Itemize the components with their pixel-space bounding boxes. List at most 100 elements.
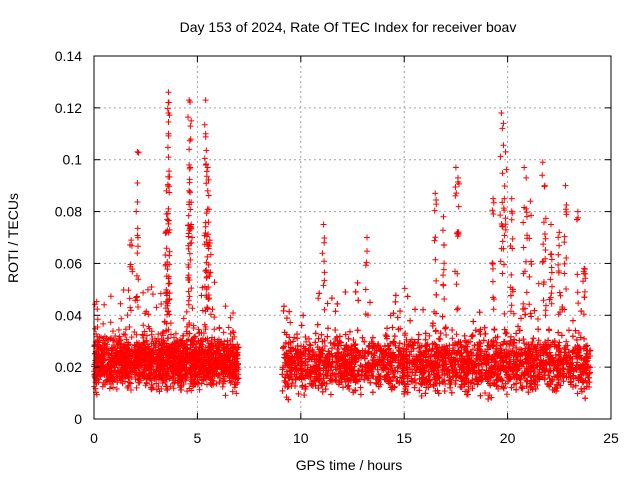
data-point [149, 348, 156, 355]
data-point [441, 367, 448, 374]
data-point [152, 375, 159, 382]
data-point [211, 326, 218, 333]
data-point [233, 390, 240, 397]
data-point [234, 360, 241, 367]
data-point [145, 311, 152, 318]
data-point [200, 338, 207, 345]
data-point [122, 326, 129, 333]
data-point [147, 375, 154, 382]
data-point [100, 362, 107, 369]
data-point [183, 328, 190, 335]
data-point [435, 369, 442, 376]
data-point [480, 337, 487, 344]
data-point [108, 367, 115, 374]
data-point [170, 385, 177, 392]
data-point [411, 384, 418, 391]
data-point [143, 367, 150, 374]
data-point [402, 385, 409, 392]
data-point [465, 386, 472, 393]
data-point [207, 370, 214, 377]
data-point [154, 351, 161, 358]
data-point [235, 371, 242, 378]
data-point [106, 350, 113, 357]
data-point [230, 329, 237, 336]
data-point [287, 319, 294, 326]
data-point [281, 303, 288, 310]
data-point [110, 375, 117, 382]
data-point [184, 369, 191, 376]
data-point [462, 346, 469, 353]
data-point [503, 391, 510, 398]
data-point [449, 326, 456, 333]
data-point [574, 390, 581, 397]
data-point [229, 336, 236, 343]
data-point [163, 372, 170, 379]
data-point [401, 332, 408, 339]
data-point [184, 348, 191, 355]
data-point [93, 377, 100, 384]
data-point [185, 358, 192, 365]
data-point [453, 331, 460, 338]
data-point [141, 374, 148, 381]
data-point [422, 330, 429, 337]
data-point [171, 366, 178, 373]
data-point [517, 379, 524, 386]
data-point [518, 384, 525, 391]
data-point [344, 383, 351, 390]
data-point [306, 356, 313, 363]
data-point [193, 352, 200, 359]
data-point [190, 322, 197, 329]
data-point [208, 355, 215, 362]
data-point [172, 338, 179, 345]
data-point [168, 348, 175, 355]
data-point [145, 343, 152, 350]
data-point [220, 376, 227, 383]
data-point [176, 339, 183, 346]
data-point [192, 381, 199, 388]
data-point [136, 367, 143, 374]
data-point [197, 358, 204, 365]
data-point [560, 378, 567, 385]
data-point [148, 381, 155, 388]
data-point [177, 357, 184, 364]
data-point [124, 312, 131, 319]
data-point [226, 361, 233, 368]
data-point [577, 334, 584, 341]
data-point [180, 315, 187, 322]
data-point [165, 335, 172, 342]
data-point [167, 331, 174, 338]
data-point [153, 304, 160, 311]
data-point [558, 332, 565, 339]
data-point [426, 332, 433, 339]
data-point [170, 377, 177, 384]
data-point [528, 313, 535, 320]
data-point [556, 353, 563, 360]
data-point [117, 300, 124, 307]
data-point [196, 344, 203, 351]
data-point [219, 383, 226, 390]
data-point [324, 325, 331, 332]
data-point [345, 335, 352, 342]
data-point [220, 329, 227, 336]
data-point [482, 390, 489, 397]
data-point [143, 337, 150, 344]
data-point [183, 308, 190, 315]
data-point [122, 373, 129, 380]
data-point [384, 325, 391, 332]
data-point [197, 350, 204, 357]
data-point [541, 376, 548, 383]
data-point [183, 349, 190, 356]
data-point [170, 334, 177, 341]
data-point [186, 321, 193, 328]
data-point [318, 331, 325, 338]
data-point [144, 364, 151, 371]
data-point [207, 311, 214, 318]
data-point [192, 333, 199, 340]
data-point [127, 386, 134, 393]
data-point [121, 349, 128, 356]
data-point [124, 367, 131, 374]
data-point [94, 306, 101, 313]
data-point [188, 367, 195, 374]
data-point [169, 374, 176, 381]
data-point [162, 358, 169, 365]
